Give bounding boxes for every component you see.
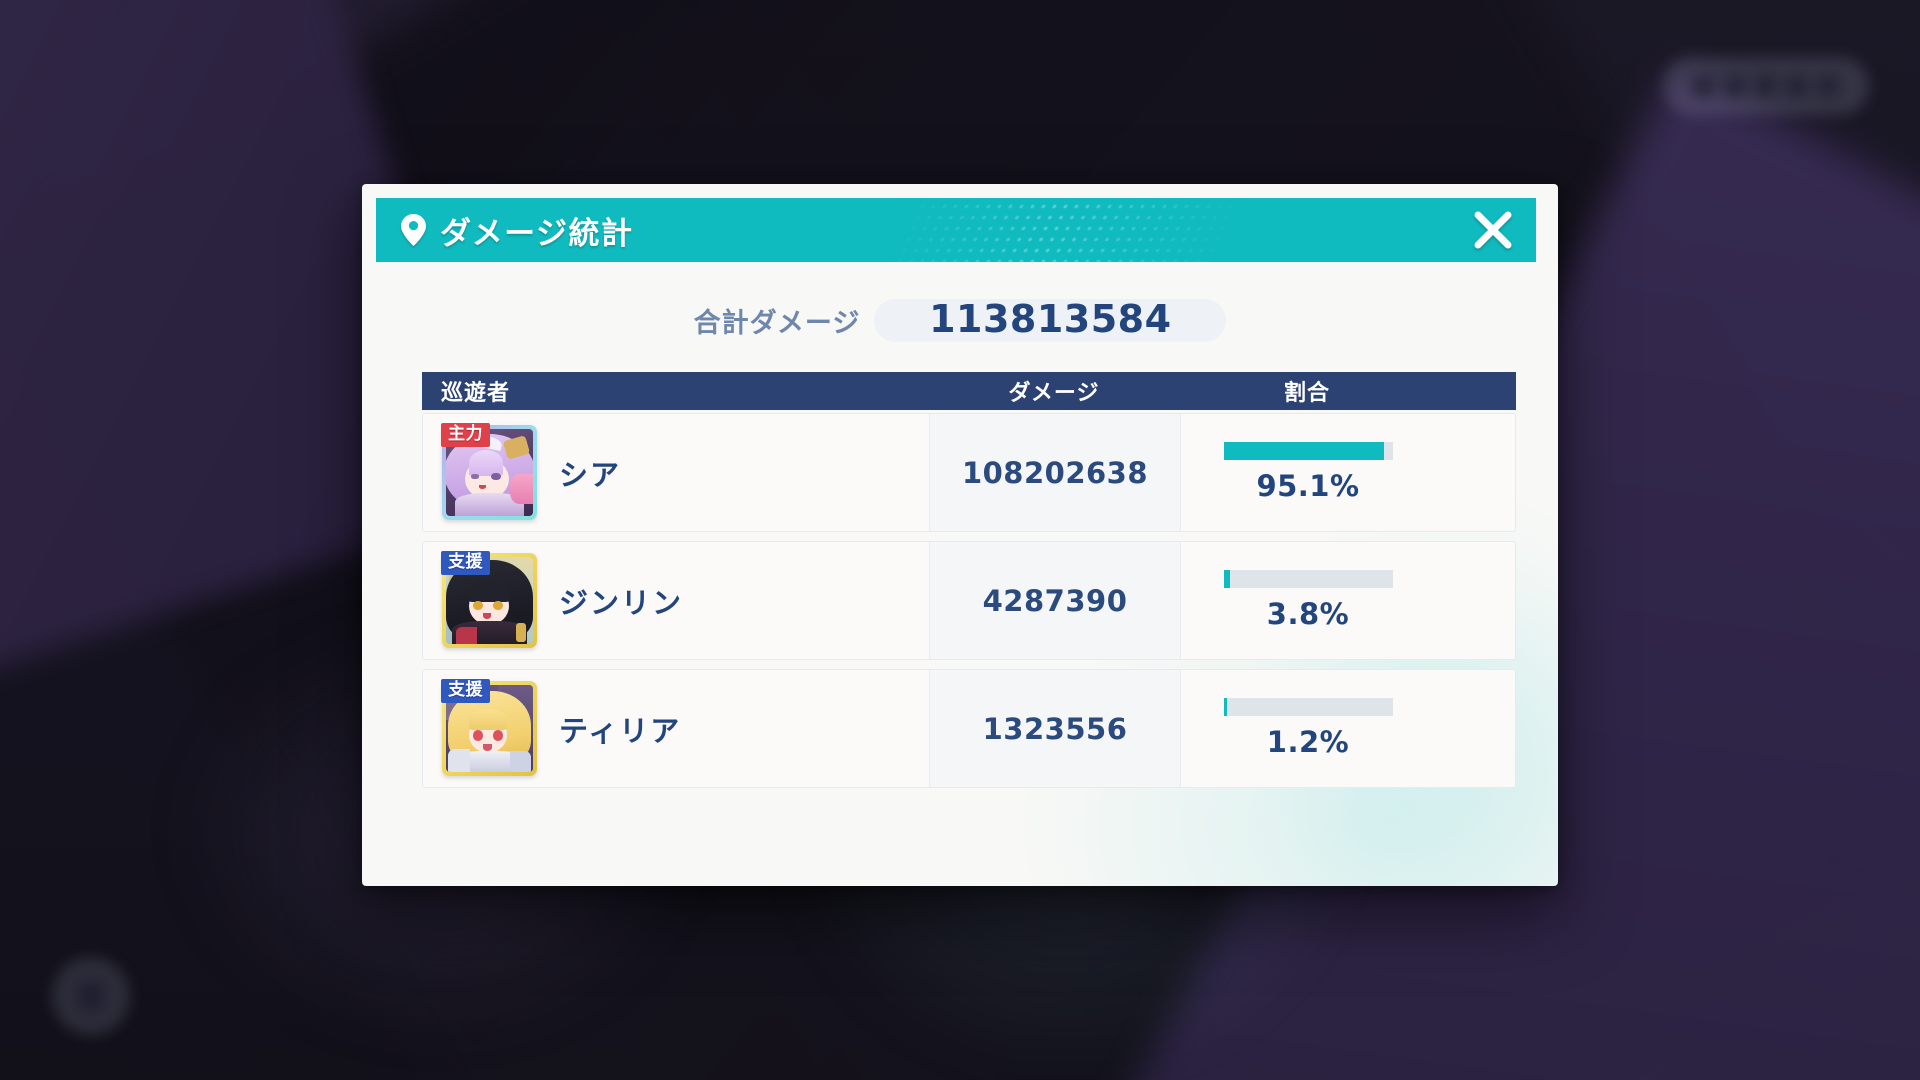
column-header-character: 巡遊者 — [441, 381, 511, 406]
damage-cell: 4287390 — [929, 542, 1181, 659]
percent-bar-fill — [1223, 570, 1230, 588]
hud-pill-glyph — [1817, 75, 1839, 97]
table-row[interactable]: 主力 — [422, 413, 1516, 532]
percent-bar-track — [1223, 698, 1393, 716]
close-icon — [1474, 211, 1512, 249]
damage-cell: 1323556 — [929, 670, 1181, 787]
blurred-home-button[interactable] — [52, 957, 130, 1035]
header-halftone-pattern — [879, 198, 1253, 262]
damage-value: 4287390 — [982, 583, 1128, 618]
percent-value: 3.8% — [1266, 597, 1350, 631]
percent-bar-track — [1223, 442, 1393, 460]
character-name: ティリア — [559, 713, 682, 748]
character-portrait — [446, 685, 533, 772]
location-pin-icon — [401, 214, 426, 246]
damage-value: 1323556 — [982, 711, 1128, 746]
total-damage-row: 合計ダメージ 113813584 — [362, 294, 1558, 346]
hud-pill-glyph — [1693, 75, 1715, 97]
role-badge: 支援 — [441, 551, 490, 575]
percent-cell: 1.2% — [1181, 670, 1435, 787]
total-damage-pill: 113813584 — [874, 297, 1227, 342]
damage-table: 巡遊者 ダメージ 割合 主力 — [422, 372, 1516, 788]
percent-value: 1.2% — [1266, 725, 1350, 759]
dialog-header: ダメージ統計 — [376, 198, 1536, 262]
total-damage-label: 合計ダメージ — [693, 307, 861, 339]
column-header-damage: ダメージ — [1008, 381, 1100, 406]
damage-value: 108202638 — [961, 455, 1149, 490]
damage-stats-dialog: ダメージ統計 合計ダメージ 113813584 巡遊者 ダメージ — [362, 184, 1558, 886]
percent-bar-fill — [1223, 442, 1385, 460]
percent-value: 95.1% — [1256, 469, 1360, 503]
home-icon — [78, 981, 104, 1011]
character-cell: 支援 — [423, 670, 929, 787]
table-row[interactable]: 支援 — [422, 669, 1516, 788]
table-header-row: 巡遊者 ダメージ 割合 — [422, 372, 1516, 410]
close-button[interactable] — [1464, 201, 1522, 259]
damage-cell: 108202638 — [929, 414, 1181, 531]
role-badge: 支援 — [441, 679, 490, 703]
role-badge: 主力 — [441, 423, 490, 447]
table-body: 主力 — [422, 413, 1516, 788]
blurred-hud-pill[interactable] — [1663, 57, 1869, 115]
column-header-percent: 割合 — [1283, 381, 1330, 406]
dialog-title: ダメージ統計 — [440, 215, 634, 252]
percent-bar-fill — [1223, 698, 1227, 716]
character-name: ジンリン — [559, 585, 684, 620]
character-name: シア — [559, 457, 622, 492]
percent-bar-track — [1223, 570, 1393, 588]
percent-cell: 3.8% — [1181, 542, 1435, 659]
hud-pill-glyph — [1724, 75, 1746, 97]
total-damage-value: 113813584 — [929, 297, 1172, 341]
character-cell: 支援 — [423, 542, 929, 659]
table-row[interactable]: 支援 — [422, 541, 1516, 660]
avatar: 主力 — [441, 423, 537, 520]
avatar: 支援 — [441, 679, 537, 776]
hud-pill-glyph — [1755, 75, 1777, 97]
percent-cell: 95.1% — [1181, 414, 1435, 531]
character-cell: 主力 — [423, 414, 929, 531]
avatar: 支援 — [441, 551, 537, 648]
hud-pill-glyph — [1786, 75, 1808, 97]
